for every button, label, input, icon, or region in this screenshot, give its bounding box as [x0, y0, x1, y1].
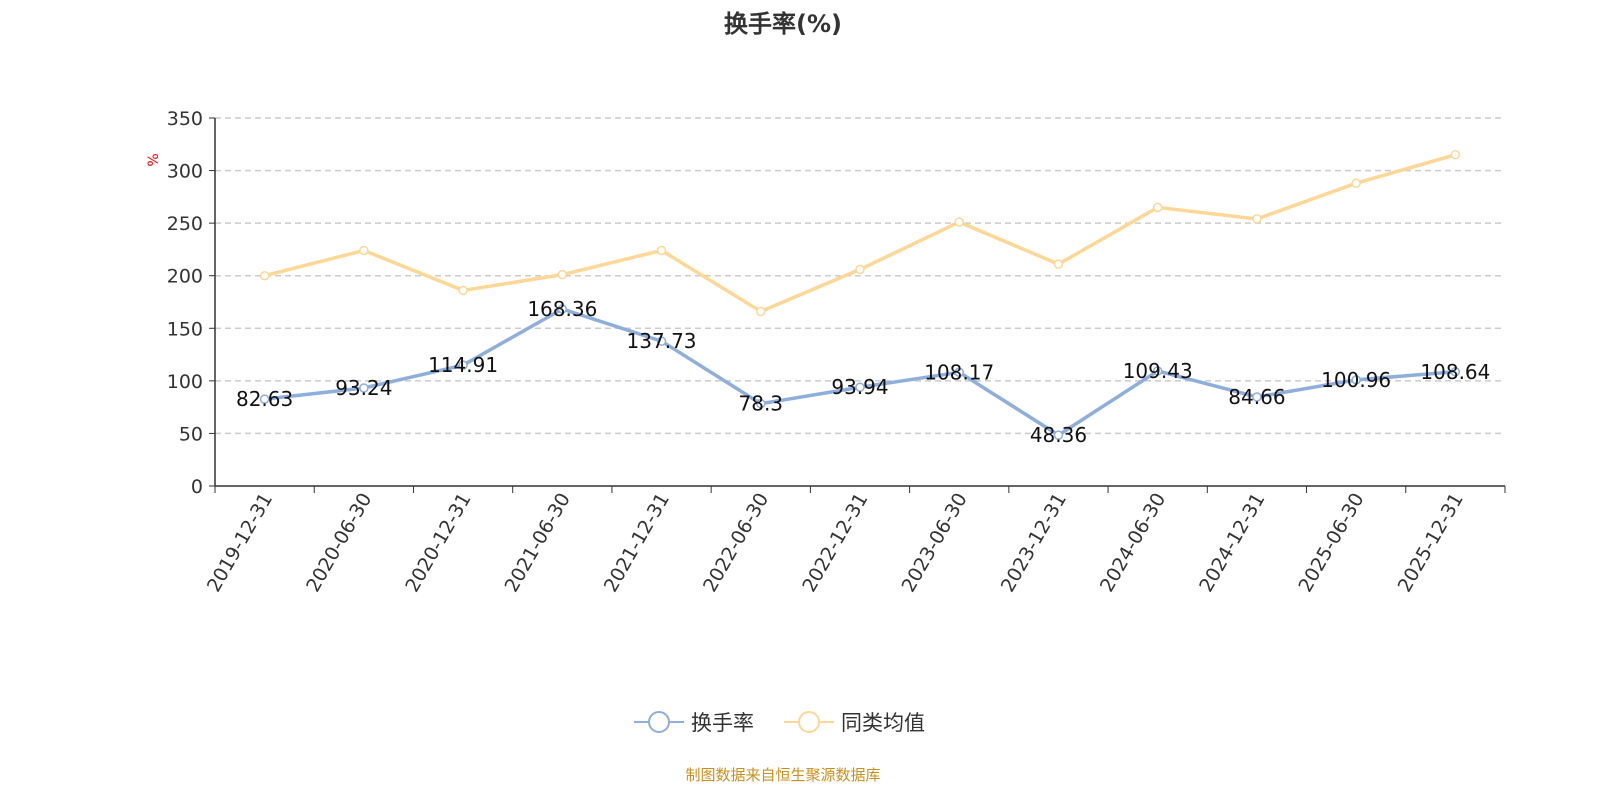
- x-tick-label: 2021-06-30: [501, 489, 575, 596]
- data-point: [1450, 367, 1461, 377]
- y-tick-label: 350: [167, 108, 203, 130]
- y-tick-label: 300: [167, 161, 203, 183]
- data-point: [557, 269, 568, 280]
- data-point: [1351, 178, 1361, 188]
- y-tick-label: 250: [167, 213, 203, 235]
- data-label: 100.96: [1321, 368, 1391, 392]
- data-point: [359, 383, 369, 393]
- data-label: 93.94: [831, 375, 888, 399]
- data-point: [1252, 214, 1262, 224]
- legend-item[interactable]: 同类均值: [784, 711, 925, 735]
- data-point: [855, 382, 865, 392]
- data-point: [1351, 375, 1361, 385]
- data-source-note: 制图数据来自恒生聚源数据库: [685, 766, 880, 784]
- legend-label: 同类均值: [841, 711, 925, 735]
- legend-circle-icon: [798, 711, 820, 733]
- data-label: 109.43: [1123, 359, 1193, 383]
- data-label: 82.63: [236, 387, 293, 411]
- x-tick-label: 2022-06-30: [699, 489, 773, 596]
- series-line: [264, 153, 1456, 314]
- data-point: [259, 394, 270, 404]
- legend-circle-icon: [648, 711, 670, 733]
- data-point: [458, 360, 468, 370]
- x-tick-label: 2022-12-31: [798, 489, 872, 596]
- y-tick-label: 150: [167, 318, 203, 340]
- data-point: [458, 285, 468, 296]
- legend-item[interactable]: 换手率: [634, 711, 754, 735]
- data-label: 108.64: [1420, 360, 1490, 384]
- data-point: [259, 270, 270, 281]
- data-label: 168.36: [527, 297, 597, 321]
- data-point: [855, 264, 865, 275]
- x-tick-label: 2021-12-31: [600, 489, 674, 596]
- data-point: [359, 245, 369, 256]
- y-tick-label: 50: [179, 423, 203, 445]
- data-point: [1053, 430, 1064, 440]
- data-point: [1450, 150, 1461, 160]
- y-tick-label: 200: [167, 266, 203, 288]
- chart-title: 换手率(%): [724, 10, 842, 38]
- data-label: 137.73: [627, 329, 697, 353]
- data-label: 78.3: [739, 392, 784, 416]
- data-label: 114.91: [428, 353, 498, 377]
- data-point: [656, 336, 667, 346]
- data-point: [557, 304, 568, 314]
- y-tick-label: 100: [167, 371, 203, 393]
- data-point: [1152, 202, 1163, 213]
- data-label: 84.66: [1228, 385, 1285, 409]
- data-point: [656, 245, 667, 256]
- data-point: [954, 367, 964, 378]
- x-tick-label: 2024-06-30: [1096, 489, 1170, 596]
- x-tick-label: 2019-12-31: [203, 489, 277, 596]
- x-tick-label: 2020-06-30: [302, 489, 376, 596]
- legend-label: 换手率: [691, 711, 754, 735]
- x-tick-label: 2023-06-30: [897, 489, 971, 596]
- data-label: 108.17: [924, 360, 994, 384]
- x-tick-label: 2025-06-30: [1294, 489, 1368, 596]
- data-point: [756, 398, 766, 409]
- data-point: [1252, 392, 1262, 402]
- data-point: [756, 306, 766, 317]
- y-tick-label: 0: [191, 476, 203, 498]
- data-label: 48.36: [1030, 423, 1087, 447]
- y-axis-unit: %: [146, 153, 162, 166]
- data-point: [1053, 259, 1064, 269]
- data-point: [1152, 366, 1163, 376]
- x-tick-label: 2023-12-31: [997, 489, 1071, 596]
- x-tick-label: 2020-12-31: [401, 489, 475, 596]
- x-tick-label: 2025-12-31: [1394, 489, 1468, 596]
- x-tick-label: 2024-12-31: [1195, 489, 1269, 596]
- data-point: [954, 217, 964, 227]
- data-label: 93.24: [335, 376, 392, 400]
